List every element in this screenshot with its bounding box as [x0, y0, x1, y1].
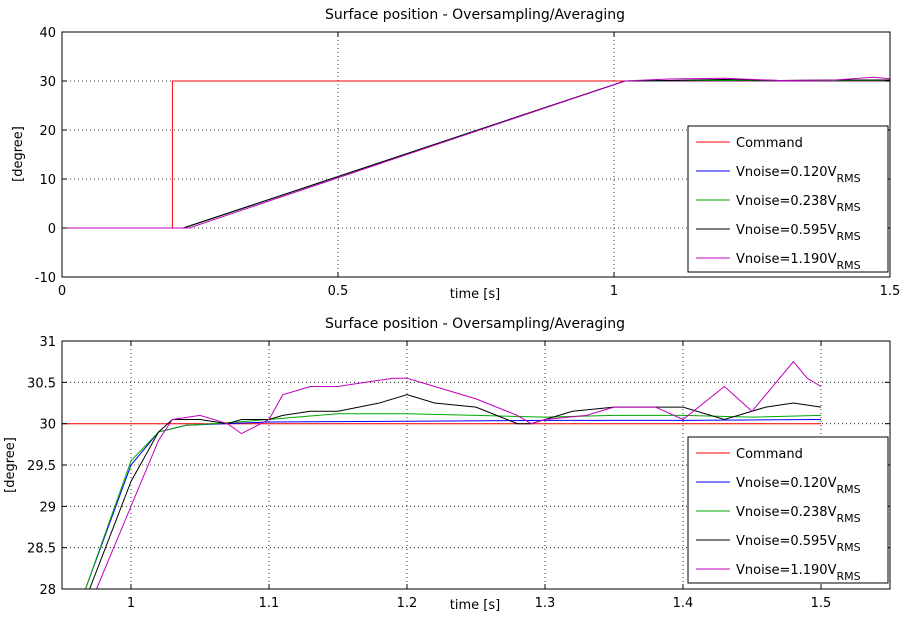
- chart-title: Surface position - Oversampling/Averagin…: [325, 7, 625, 23]
- legend-label: Command: [736, 447, 803, 462]
- series-line: [89, 394, 822, 589]
- y-tick-label: 10: [39, 173, 56, 188]
- y-tick-label: -10: [35, 271, 56, 286]
- series-line: [62, 78, 890, 229]
- chart-title: Surface position - Oversampling/Averagin…: [325, 316, 625, 332]
- x-tick-label: 0.5: [328, 284, 349, 299]
- x-ticks: 0 0.5 1 1.5: [58, 32, 900, 299]
- legend-box: [687, 436, 889, 584]
- y-axis-label: [degree]: [3, 437, 18, 493]
- y-tick-label: 28: [39, 583, 56, 598]
- y-tick-label: 20: [39, 124, 56, 139]
- legend-label: Vnoise=0.595VRMS: [736, 223, 861, 243]
- x-tick-label: 0: [58, 284, 66, 299]
- y-tick-label: 40: [39, 26, 56, 41]
- series-group: [62, 76, 890, 229]
- x-tick-label: 1: [610, 284, 618, 299]
- y-tick-label: 30: [39, 418, 56, 433]
- x-tick-label: 1.5: [811, 596, 832, 611]
- legend: Command Vnoise=0.120VRMS Vnoise=0.238VRMS V…: [687, 436, 889, 584]
- y-tick-label: 0: [48, 222, 56, 237]
- x-tick-label: 1.4: [673, 596, 694, 611]
- series-line: [85, 419, 822, 589]
- plot-frame: [61, 31, 891, 278]
- y-axis-label: [degree]: [11, 126, 26, 182]
- legend-label: Vnoise=0.238VRMS: [736, 505, 861, 525]
- legend-label: Vnoise=0.120VRMS: [736, 476, 861, 496]
- x-tick-label: 1.3: [535, 596, 556, 611]
- x-tick-label: 1.5: [880, 284, 901, 299]
- legend-label: Vnoise=1.190VRMS: [736, 252, 861, 272]
- x-ticks: 1 1.1 1.2 1.3 1.4 1.5: [127, 341, 831, 611]
- series-line: [96, 360, 822, 589]
- y-ticks: 28 28.5 29 29.5 30 30.5 31: [27, 335, 890, 598]
- y-ticks: -10 0 10 20 30 40: [35, 26, 890, 286]
- x-tick-label: 1.2: [397, 596, 418, 611]
- x-tick-label: 1: [127, 596, 135, 611]
- y-tick-label: 28.5: [27, 542, 56, 557]
- y-tick-label: 31: [39, 335, 56, 350]
- series-group: [62, 360, 822, 589]
- x-axis-label: time [s]: [450, 287, 500, 302]
- y-tick-label: 29: [39, 500, 56, 515]
- chart-top: Surface position - Oversampling/Averagin…: [11, 7, 900, 302]
- legend-label: Vnoise=0.595VRMS: [736, 534, 861, 554]
- legend: Command Vnoise=0.120VRMS Vnoise=0.238VRMS V…: [687, 125, 889, 273]
- x-axis-label: time [s]: [450, 598, 500, 613]
- legend-box: [687, 125, 889, 273]
- legend-label: Vnoise=1.190VRMS: [736, 563, 861, 583]
- legend-label: Vnoise=0.120VRMS: [736, 165, 861, 185]
- legend-label: Vnoise=0.238VRMS: [736, 194, 861, 214]
- legend-label: Command: [736, 136, 803, 151]
- y-tick-label: 30: [39, 75, 56, 90]
- x-tick-label: 1.1: [259, 596, 280, 611]
- series-line: [62, 76, 890, 229]
- y-tick-label: 30.5: [27, 376, 56, 391]
- series-line: [85, 413, 822, 589]
- y-tick-label: 29.5: [27, 459, 56, 474]
- chart-bottom: Surface position - Oversampling/Averagin…: [3, 316, 891, 613]
